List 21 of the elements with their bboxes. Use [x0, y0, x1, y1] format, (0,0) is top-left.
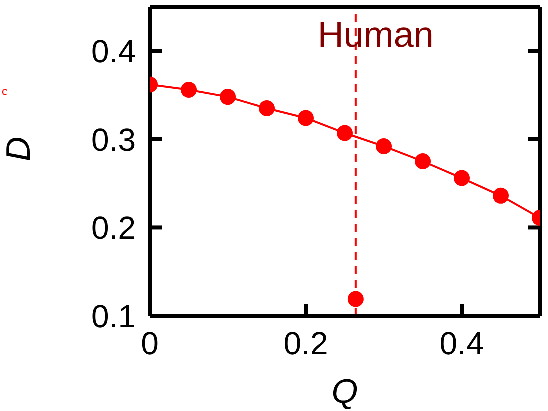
y-tick-label: 0.3 — [92, 122, 136, 158]
x-axis-title: Q — [332, 373, 358, 411]
y-axis-title: D — [0, 136, 38, 162]
y-tick-label: 0.1 — [92, 298, 136, 334]
point — [493, 188, 509, 204]
point — [376, 138, 392, 154]
ref-line-label: Human — [318, 14, 434, 55]
text: c — [2, 84, 8, 99]
point — [348, 291, 364, 308]
point — [259, 100, 275, 117]
x-tick-label: 0.4 — [440, 326, 484, 362]
point — [298, 110, 314, 126]
x-tick-label: 0.2 — [284, 326, 328, 362]
point — [181, 82, 197, 98]
y-tick-label: 0.4 — [92, 34, 136, 70]
x-tick-label: 0 — [141, 326, 159, 362]
point — [454, 170, 470, 186]
point — [220, 89, 236, 106]
point — [415, 154, 431, 170]
point — [337, 125, 353, 142]
y-tick-label: 0.2 — [92, 210, 136, 246]
